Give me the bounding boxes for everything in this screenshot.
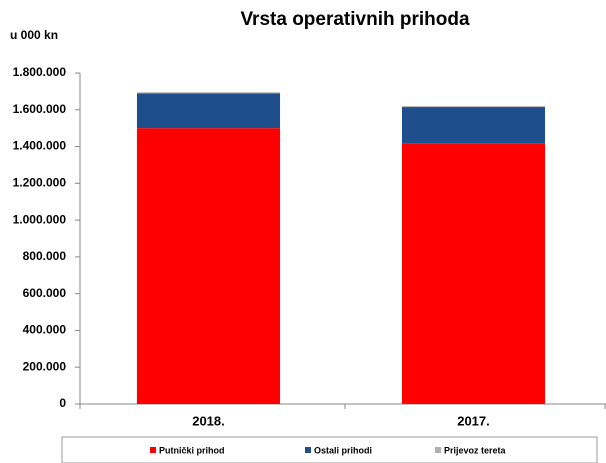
y-tick-label: 200.000 [23, 359, 67, 373]
y-axis-label: u 000 kn [10, 28, 58, 42]
legend-text: Putnički prihod [159, 445, 225, 455]
y-tick-label: 1.400.000 [13, 139, 67, 153]
x-tick-label: 2018. [192, 413, 225, 428]
bar-segment [401, 106, 546, 108]
bar-segment [401, 143, 546, 404]
y-tick-label: 1.200.000 [13, 176, 67, 190]
y-tick-label: 600.000 [23, 286, 67, 300]
bar-segment [136, 92, 281, 94]
legend-swatch [150, 447, 156, 453]
legend-swatch [435, 447, 441, 453]
y-tick-label: 1.800.000 [13, 65, 67, 79]
bar-segment [136, 93, 281, 129]
legend-text: Ostali prihodi [314, 445, 372, 455]
y-tick-label: 400.000 [23, 323, 67, 337]
y-tick-label: 1.600.000 [13, 102, 67, 116]
legend-text: Prijevoz tereta [444, 445, 507, 455]
x-tick-label: 2017. [457, 413, 490, 428]
legend-swatch [305, 447, 311, 453]
y-tick-label: 0 [59, 396, 66, 410]
chart-title: Vrsta operativnih prihoda [240, 9, 470, 30]
y-tick-label: 800.000 [23, 249, 67, 263]
y-tick-label: 1.000.000 [13, 212, 67, 226]
bar-segment [136, 128, 281, 404]
bar-segment [401, 107, 546, 144]
